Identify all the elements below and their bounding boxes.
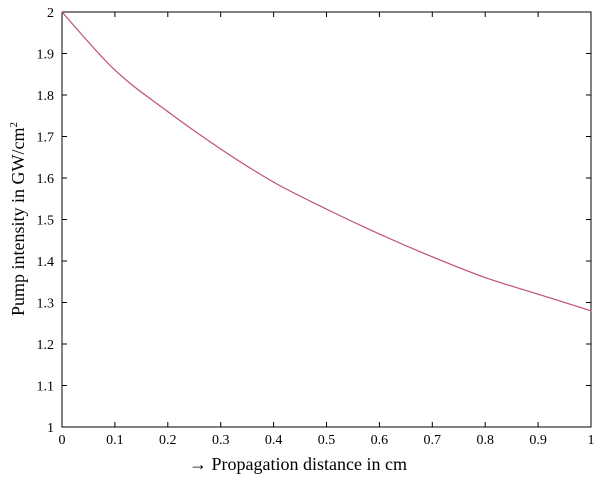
x-axis-label: → Propagation distance in cm — [189, 454, 407, 474]
y-tick-label: 1.8 — [37, 89, 55, 104]
data-point — [325, 208, 328, 210]
y-tick-label: 1.2 — [37, 338, 55, 353]
x-tick-label: 0.2 — [159, 433, 177, 448]
data-point — [273, 181, 275, 183]
plot-frame — [61, 11, 592, 428]
y-tick-label: 1.9 — [37, 48, 55, 63]
y-axis-ticks: 1 1.1 1.2 1.3 1.4 1.5 1.6 1.7 1.8 1.9 2 — [37, 6, 591, 436]
x-tick-label: 0.5 — [318, 433, 336, 448]
data-point — [431, 256, 433, 258]
y-tick-label: 2 — [47, 6, 54, 21]
data-point — [378, 233, 380, 235]
series-group — [61, 11, 592, 312]
x-tick-label: 0 — [59, 433, 66, 448]
y-tick-label: 1.4 — [37, 255, 55, 270]
y-tick-label: 1.1 — [37, 380, 55, 395]
y-axis-label-sup: 2 — [8, 122, 20, 128]
data-point — [537, 293, 539, 295]
x-axis-ticks: 0 0.1 0.2 0.3 0.4 0.5 0.6 0.7 0.8 0.9 1 — [59, 12, 595, 448]
data-point — [484, 277, 486, 279]
y-axis-label-main: Pump intensity in GW/cm — [8, 128, 28, 317]
data-point — [61, 11, 63, 13]
x-tick-label: 0.3 — [212, 433, 230, 448]
y-tick-label: 1 — [47, 421, 54, 436]
x-tick-label: 1 — [588, 433, 595, 448]
x-tick-label: 0.9 — [529, 433, 547, 448]
y-tick-label: 1.6 — [37, 172, 55, 187]
y-axis-label: Pump intensity in GW/cm2 — [8, 122, 28, 316]
x-tick-label: 0.4 — [265, 433, 283, 448]
data-point — [590, 310, 592, 312]
data-point — [114, 69, 116, 71]
x-tick-label: 0.6 — [371, 433, 389, 448]
x-tick-label: 0.1 — [106, 433, 124, 448]
x-tick-label: 0.8 — [476, 433, 494, 448]
y-tick-label: 1.5 — [37, 214, 55, 229]
data-point — [167, 111, 169, 113]
series-line — [61, 11, 592, 312]
x-tick-label: 0.7 — [424, 433, 442, 448]
data-point — [220, 148, 222, 150]
y-tick-label: 1.7 — [37, 131, 55, 146]
y-tick-label: 1.3 — [37, 297, 55, 312]
